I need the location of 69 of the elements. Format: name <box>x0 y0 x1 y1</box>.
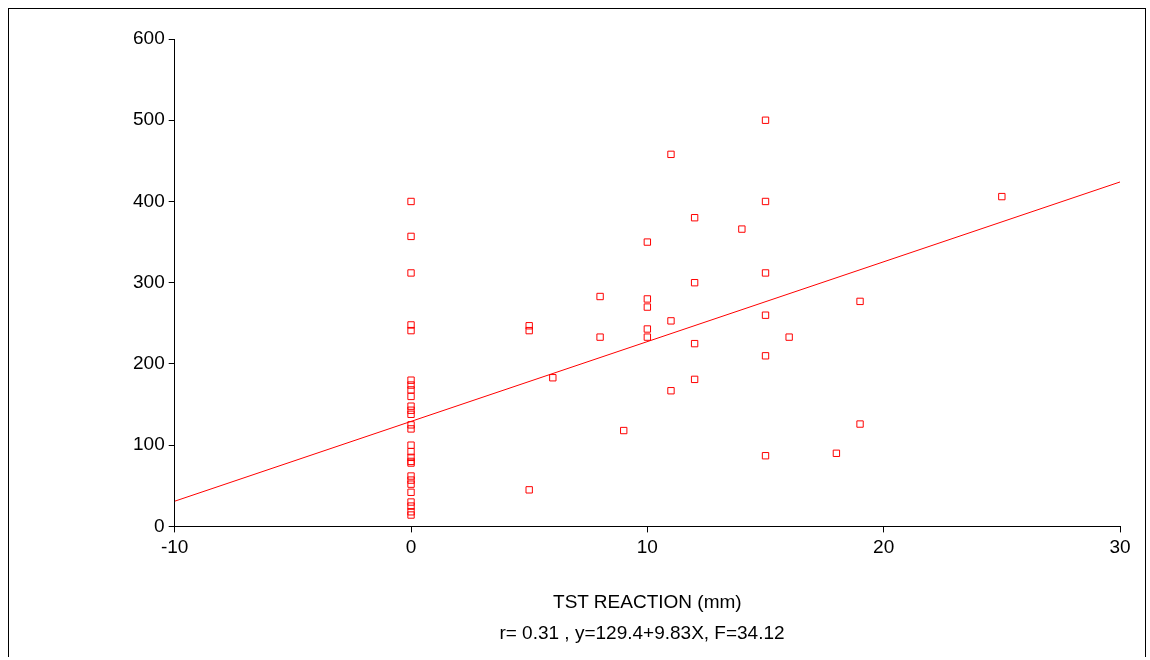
point <box>856 420 864 428</box>
point <box>643 325 652 333</box>
point <box>667 387 675 395</box>
point <box>761 352 770 360</box>
point <box>407 392 415 401</box>
point <box>407 376 415 384</box>
point <box>407 381 415 389</box>
x-tick-label: 10 <box>636 536 658 558</box>
y-tick-label: 600 <box>133 27 165 49</box>
point <box>407 508 415 516</box>
point <box>667 150 675 159</box>
x-tick-label: -10 <box>160 536 189 558</box>
point <box>596 292 604 301</box>
point <box>643 295 652 303</box>
point <box>407 410 415 418</box>
point <box>407 511 415 519</box>
point <box>667 317 675 325</box>
y-tick-label: 300 <box>133 270 165 292</box>
point <box>620 426 628 435</box>
point <box>643 238 652 246</box>
point <box>761 452 770 460</box>
y-tick-label: 500 <box>133 108 165 130</box>
point <box>738 225 746 233</box>
x-axis-title: TST REACTION (mm) <box>553 590 742 612</box>
point <box>761 311 770 319</box>
point <box>407 488 415 496</box>
point <box>761 269 770 277</box>
x-tick-label: 0 <box>405 536 417 558</box>
point <box>407 421 415 429</box>
point <box>832 449 841 457</box>
point <box>690 214 699 222</box>
y-tick-label: 200 <box>133 352 165 374</box>
point <box>525 322 533 330</box>
point <box>407 425 415 433</box>
point <box>525 326 533 335</box>
point <box>856 297 864 306</box>
point <box>407 232 415 241</box>
point <box>690 339 699 348</box>
point <box>407 386 415 394</box>
x-tick-label: 20 <box>873 536 895 558</box>
point <box>407 447 415 456</box>
point <box>407 472 415 480</box>
point <box>596 333 604 341</box>
point <box>407 269 415 277</box>
point <box>549 374 557 382</box>
text: r= 0.31 , y=129.4+9.83X, F=34.12 <box>498 622 786 644</box>
y-tick-label: 0 <box>154 514 165 536</box>
y-tick-label: 400 <box>133 189 165 211</box>
point <box>643 333 652 341</box>
point <box>690 279 699 287</box>
point <box>690 375 699 384</box>
point <box>525 486 533 494</box>
point <box>407 498 415 506</box>
point <box>407 321 415 329</box>
point <box>998 192 1006 201</box>
point <box>761 197 770 206</box>
point <box>643 303 652 311</box>
point <box>761 116 770 124</box>
point <box>407 441 415 449</box>
point <box>407 502 415 510</box>
point <box>407 480 415 488</box>
point <box>407 476 415 484</box>
point <box>407 326 415 335</box>
point <box>785 333 793 341</box>
point <box>407 197 415 206</box>
y-tick-label: 100 <box>133 433 165 455</box>
point <box>407 402 415 410</box>
x-tick-label: 30 <box>1109 536 1131 558</box>
point <box>407 406 415 414</box>
